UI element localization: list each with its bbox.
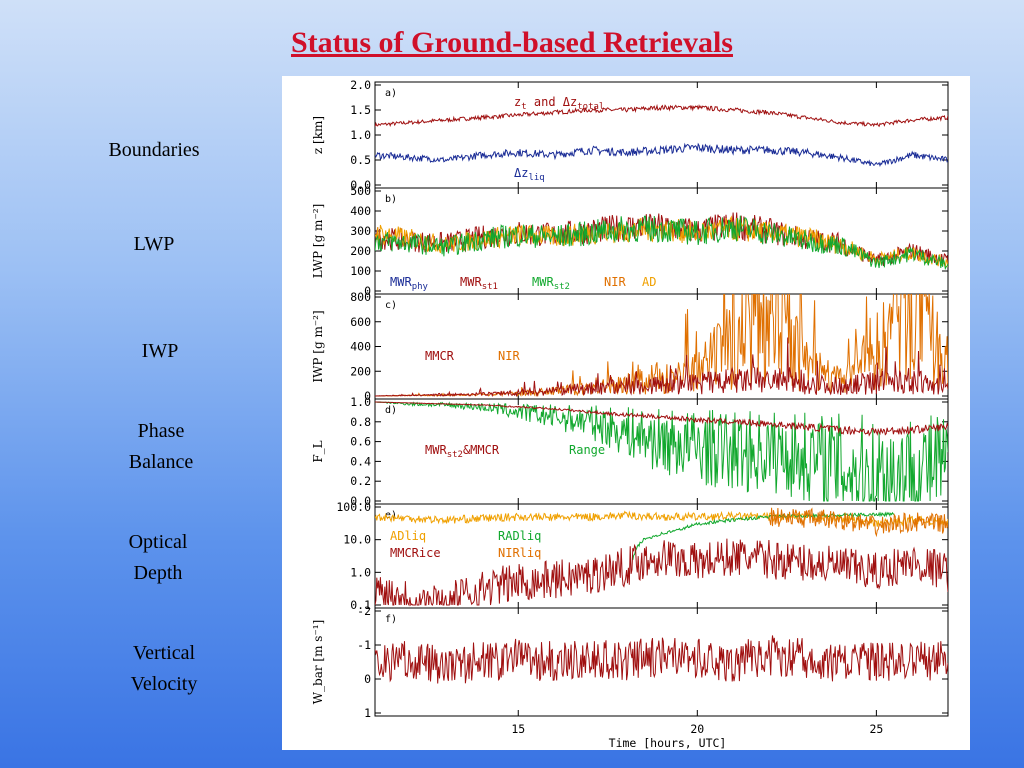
y-tick-label: 1.0	[350, 128, 371, 142]
y-tick-label: 500	[350, 184, 371, 198]
series-ad	[375, 215, 948, 268]
panel-letter: c)	[385, 300, 397, 311]
y-tick-label: 0.6	[350, 435, 371, 449]
legend-entry: AD	[642, 275, 656, 289]
series-nir	[375, 294, 948, 398]
legend-entry: NIRliq	[498, 546, 541, 560]
label-optical-depth: Optical Depth	[128, 531, 188, 584]
legend-entry: MWRst2	[532, 275, 570, 292]
legend-entry: MWRst1	[460, 275, 498, 292]
y-tick-label: -2	[357, 604, 371, 618]
label-lwp: LWP	[133, 233, 175, 255]
series-nirliq	[768, 507, 948, 538]
multi-panel-chart: 2.0 1.5 1.0 0.5 0.0 a) z [km] zt and Δztotal Δzl…	[311, 78, 949, 750]
y-tick-label: 600	[350, 315, 371, 329]
legend-entry: NIR	[604, 275, 626, 289]
y-axis-label: z [km]	[311, 116, 325, 154]
y-tick-label: 0	[364, 672, 371, 686]
panel-frame-6	[374, 607, 949, 717]
y-tick-label: 0.5	[350, 153, 371, 167]
panel-letter: f)	[385, 614, 397, 625]
series-z-t	[375, 103, 948, 128]
panel-letter: e)	[385, 510, 397, 521]
y-tick-label: 1.0	[350, 565, 371, 579]
series-radliq	[632, 511, 895, 560]
x-tick-label: 15	[511, 722, 525, 736]
legend-entry: Δzliq	[514, 166, 545, 183]
legend-entry: ADliq	[390, 529, 426, 543]
y-tick-label: 0.2	[350, 474, 371, 488]
legend-entry: Range	[569, 443, 605, 457]
y-tick-label: 0.0	[350, 178, 371, 192]
y-tick-label: -1	[357, 638, 371, 652]
y-tick-label: 400	[350, 204, 371, 218]
legend-entry: MMCR	[425, 349, 455, 363]
y-tick-label: 0.1	[350, 598, 371, 612]
series--z-liq	[375, 142, 948, 167]
y-axis-label: IWP [g m⁻²]	[311, 310, 325, 382]
panel-letter: b)	[385, 194, 397, 205]
label-phase-balance: Phase Balance	[128, 420, 194, 473]
y-tick-label: 1.0	[350, 395, 371, 409]
series-mmcr	[375, 337, 948, 398]
y-tick-label: 0	[364, 284, 371, 298]
label-iwp: IWP	[141, 340, 179, 362]
series-w-bar	[375, 635, 948, 684]
y-tick-label: 400	[350, 340, 371, 354]
legend-entry: zt and Δztotal	[514, 95, 604, 112]
legend-entry: MWRst2&MMCR	[425, 443, 500, 460]
y-tick-label: 200	[350, 244, 371, 258]
y-tick-label: 200	[350, 364, 371, 378]
series-mmcrice	[375, 538, 948, 607]
y-axis-label: F_L	[311, 440, 325, 462]
legend-entry: NIR	[498, 349, 520, 363]
label-vertical-velocity: Vertical Velocity	[130, 642, 198, 695]
slide-title: Status of Ground-based Retrievals	[291, 26, 733, 59]
panel-letter: d)	[385, 405, 397, 416]
legend-entry: RADliq	[498, 529, 541, 543]
y-tick-label: 0.8	[350, 415, 371, 429]
x-tick-label: 20	[690, 722, 704, 736]
retrieval-figure: 2.0 1.5 1.0 0.5 0.0 a) z [km] zt and Δztotal Δzl…	[282, 76, 970, 750]
series-mwr-st2	[375, 215, 948, 271]
x-axis-label: Time [hours, UTC]	[609, 736, 727, 750]
y-tick-label: 1	[364, 706, 371, 720]
y-tick-label: 0	[364, 389, 371, 403]
y-tick-label: 1.5	[350, 103, 371, 117]
label-boundaries: Boundaries	[108, 139, 200, 161]
legend-entry: MWRphy	[390, 275, 429, 292]
y-tick-label: 100.0	[336, 500, 371, 514]
y-tick-label: 2.0	[350, 78, 371, 92]
x-tick-label: 25	[869, 722, 883, 736]
legend-entry: MMCRice	[390, 546, 441, 560]
y-tick-label: 300	[350, 224, 371, 238]
y-tick-label: 0.4	[350, 454, 371, 468]
y-tick-label: 100	[350, 264, 371, 278]
y-axis-label: W_bar [m s⁻¹]	[311, 620, 325, 705]
series-mwr-st2-mmcr	[375, 401, 948, 437]
y-axis-label: LWP [g m⁻²]	[311, 204, 325, 279]
panel-letter: a)	[385, 88, 397, 99]
panel-frame-1	[374, 81, 949, 189]
y-tick-label: 0.0	[350, 494, 371, 508]
y-tick-label: 800	[350, 290, 371, 304]
y-tick-label: 10.0	[343, 533, 371, 547]
